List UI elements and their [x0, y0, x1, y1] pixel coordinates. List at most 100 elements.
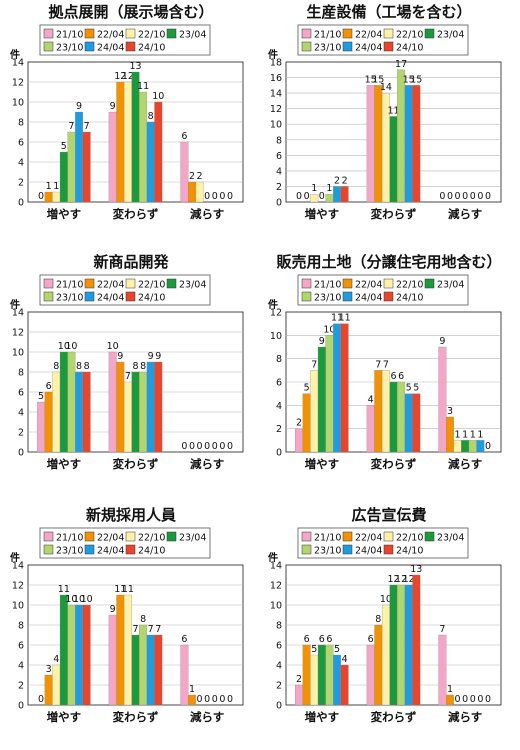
legend-label: 23/10 [56, 293, 83, 304]
y-tick-label: 2 [276, 424, 282, 435]
data-label: 2 [342, 175, 348, 186]
data-label: 0 [296, 191, 302, 202]
data-label: 9 [110, 604, 116, 615]
bar [67, 351, 76, 453]
legend-box [297, 24, 469, 56]
y-tick-label: 18 [270, 58, 282, 69]
x-category-label: 変わらず [371, 710, 417, 724]
data-label: 0 [485, 694, 491, 705]
legend-swatch [342, 544, 353, 555]
data-label: 5 [311, 644, 317, 655]
data-label: 6 [181, 634, 187, 645]
data-label: 0 [219, 191, 225, 202]
legend-swatch [342, 291, 353, 302]
data-label: 11 [387, 105, 399, 116]
bar [195, 181, 204, 203]
legend-swatch [166, 278, 177, 289]
chart-panel-6: 広告宣伝費 21/10 22/04 22/10 23/04 23/10 24/04 24/10… [268, 506, 502, 724]
legend-label: 22/04 [97, 533, 124, 544]
legend-box [39, 274, 211, 306]
legend-swatch [301, 41, 312, 52]
legend-label: 21/10 [314, 533, 341, 544]
legend-swatch [342, 41, 353, 52]
bar [310, 654, 319, 706]
legend-swatch [166, 28, 177, 39]
y-axis-label: 件 [268, 551, 278, 564]
legend-label: 24/10 [138, 43, 165, 54]
data-label: 0 [197, 694, 203, 705]
legend-swatch [43, 544, 54, 555]
data-label: 8 [53, 361, 59, 372]
y-tick-label: 2 [18, 178, 24, 189]
bar [397, 69, 406, 203]
legend-swatch [125, 531, 136, 542]
data-label: 1 [311, 183, 317, 194]
legend-label: 23/04 [437, 533, 464, 544]
legend-label: 23/04 [437, 280, 464, 291]
bar [446, 416, 454, 453]
bar [317, 346, 326, 453]
data-label: 12 [387, 574, 399, 585]
bar [397, 381, 406, 453]
legend-label: 24/10 [138, 293, 165, 304]
legend-swatch [383, 28, 394, 39]
bar [453, 440, 462, 453]
data-label: 5 [38, 391, 44, 402]
bar [37, 401, 45, 453]
x-category-label: 変わらず [113, 457, 159, 471]
bar [52, 371, 61, 453]
y-tick-label: 0 [18, 198, 24, 209]
legend-label: 24/10 [396, 293, 423, 304]
legend-label: 24/04 [355, 546, 382, 557]
legend-label: 23/10 [56, 43, 83, 54]
legend-swatch [84, 544, 95, 555]
legend-swatch [424, 278, 435, 289]
data-label: 10 [81, 594, 93, 605]
bar [295, 428, 303, 453]
legend-label: 22/10 [396, 280, 423, 291]
y-tick-label: 14 [12, 58, 24, 69]
y-tick-label: 14 [270, 89, 282, 100]
data-label: 15 [372, 74, 384, 85]
y-tick-label: 12 [270, 104, 282, 115]
legend-swatch [383, 291, 394, 302]
legend-swatch [125, 278, 136, 289]
y-axis-label: 件 [10, 48, 20, 61]
bar [108, 351, 117, 453]
data-label: 11 [122, 584, 134, 595]
bar [59, 151, 68, 203]
chart-title: 生産設備（工場を含む） [306, 3, 471, 21]
bar [116, 594, 125, 706]
legend-swatch [125, 544, 136, 555]
bar [146, 361, 155, 453]
y-tick-label: 8 [18, 621, 24, 632]
data-label: 2 [296, 674, 302, 685]
data-label: 6 [326, 634, 332, 645]
legend-label: 24/04 [97, 546, 124, 557]
bar [67, 604, 76, 706]
bar [59, 594, 68, 706]
bar [404, 85, 413, 203]
legend-swatch [84, 41, 95, 52]
data-label: 0 [470, 694, 476, 705]
legend-swatch [43, 41, 54, 52]
legend-label: 22/04 [355, 533, 382, 544]
legend-box [297, 274, 469, 306]
x-category-label: 変わらず [113, 207, 159, 221]
data-label: 0 [212, 694, 218, 705]
data-label: 2 [189, 171, 195, 182]
legend-swatch [43, 28, 54, 39]
y-axis-label: 件 [10, 551, 20, 564]
bar [123, 81, 132, 203]
bar [317, 644, 326, 706]
data-label: 7 [148, 624, 154, 635]
bar [333, 323, 341, 453]
legend-label: 24/04 [355, 43, 382, 54]
data-label: 10 [65, 341, 77, 352]
data-label: 1 [470, 429, 476, 440]
data-label: 0 [304, 191, 310, 202]
data-label: 11 [331, 313, 343, 324]
data-label: 0 [227, 694, 233, 705]
x-category-label: 変わらず [371, 457, 417, 471]
legend-label: 22/10 [138, 280, 165, 291]
